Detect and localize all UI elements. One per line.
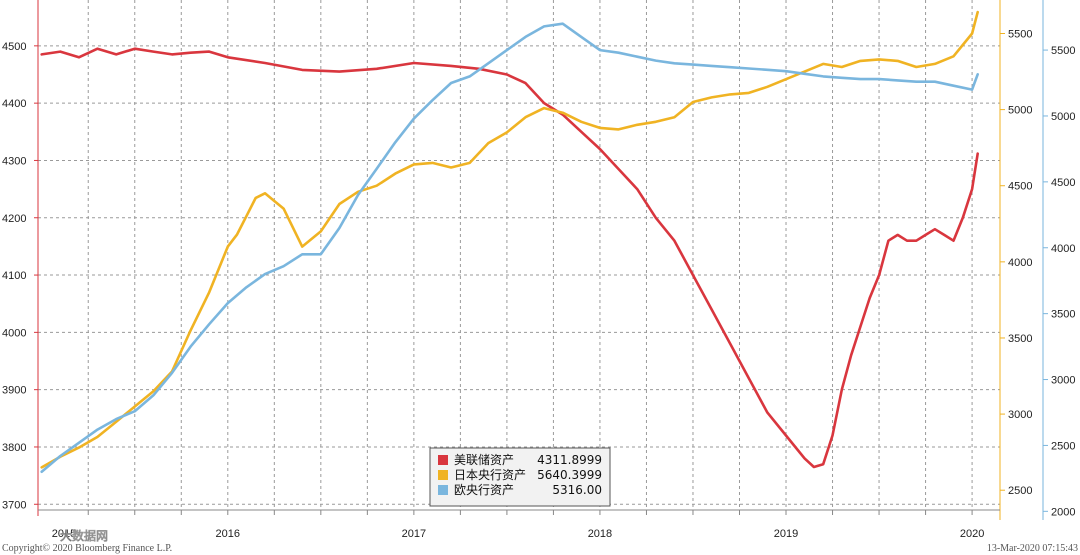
left-axis-tick-label: 3900 [2, 385, 26, 397]
mid-axis-tick-label: 4500 [1008, 181, 1032, 193]
mid-axis-tick-label: 5500 [1008, 28, 1032, 40]
series-group [40, 10, 980, 474]
legend-swatch [438, 455, 448, 465]
legend-value: 4311.8999 [537, 453, 602, 467]
mid-axis-tick-label: 3500 [1008, 333, 1032, 345]
x-axis-tick-label: 2018 [588, 528, 612, 540]
mid-axis-tick-label: 5000 [1008, 105, 1032, 117]
legend: 美联储资产 4311.8999 日本央行资产 5640.3999 欧央行资产 5316.0… [429, 447, 611, 507]
right-axis-tick-label: 3000 [1051, 375, 1075, 387]
left-axis-tick-label: 4100 [2, 270, 26, 282]
series-line [40, 10, 980, 469]
right-axis: 2000 2500 3000 3500 4000 4500 5000 5500 [1042, 0, 1075, 520]
left-axis-tick-label: 4000 [2, 327, 26, 339]
mid-axis-tick-label: 3000 [1008, 409, 1032, 421]
left-axis-tick-label: 3700 [2, 499, 26, 511]
left-axis-tick-label: 4400 [2, 98, 26, 110]
left-axis-tick-label: 3800 [2, 442, 26, 454]
x-axis-tick-label: 2020 [960, 528, 984, 540]
x-axis-tick-label: 2019 [774, 528, 798, 540]
right-axis-tick-label: 2500 [1051, 440, 1075, 452]
timestamp-text: 13-Mar-2020 07:15:43 [987, 543, 1078, 554]
right-axis-tick-label: 5000 [1051, 111, 1075, 123]
x-axis-tick-label: 2017 [402, 528, 426, 540]
right-axis-tick-label: 4000 [1051, 243, 1075, 255]
x-axis-tick-label: 2015 [52, 528, 76, 540]
right-axis-tick-label: 2000 [1051, 506, 1075, 518]
series-line [40, 47, 980, 469]
left-axis-tick-label: 4500 [2, 41, 26, 53]
legend-value: 5316.00 [552, 483, 602, 497]
gridlines [38, 0, 1000, 510]
x-axis: 2015 2016 2017 2018 2019 2020 [38, 509, 1000, 540]
copyright-text: Copyright© 2020 Bloomberg Finance L.P. [2, 543, 172, 554]
mid-axis: 2500 3000 3500 4000 4500 5000 5500 [999, 0, 1032, 520]
legend-swatch [438, 470, 448, 480]
legend-label: 美联储资产 [454, 452, 514, 467]
footer: Copyright© 2020 Bloomberg Finance L.P. 13… [2, 528, 1078, 554]
mid-axis-tick-label: 4000 [1008, 257, 1032, 269]
left-axis: 3700 3800 3900 4000 4100 4200 4300 4400 4500 [2, 0, 39, 516]
legend-label: 欧央行资产 [454, 483, 514, 497]
mid-axis-tick-label: 2500 [1008, 485, 1032, 497]
watermark-text: 大数据网 [60, 528, 108, 543]
plot-area [38, 0, 1000, 510]
legend-swatch [438, 485, 448, 495]
left-axis-tick-label: 4300 [2, 155, 26, 167]
right-axis-tick-label: 3500 [1051, 309, 1075, 321]
legend-box [429, 447, 611, 507]
left-axis-tick-label: 4200 [2, 213, 26, 225]
series-line [40, 22, 980, 474]
x-axis-tick-label: 2016 [216, 528, 240, 540]
legend-label: 日本央行资产 [454, 468, 526, 482]
right-axis-tick-label: 4500 [1051, 177, 1075, 189]
legend-value: 5640.3999 [537, 468, 602, 482]
right-axis-tick-label: 5500 [1051, 45, 1075, 57]
